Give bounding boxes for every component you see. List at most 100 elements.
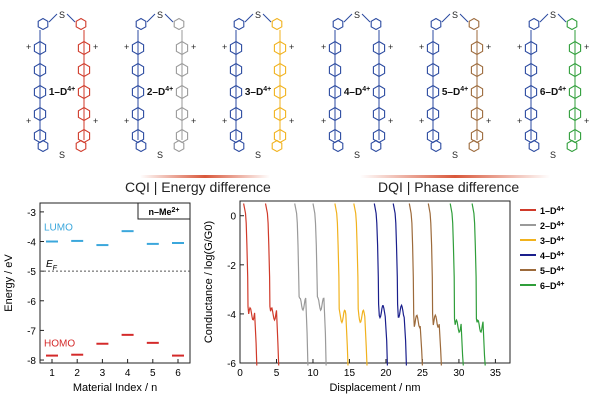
- phenyl-ring: [233, 17, 245, 31]
- sulfur-label: S: [157, 10, 163, 20]
- x-tick-label: 25: [417, 368, 429, 379]
- y-axis-label: Energy / eV: [3, 254, 15, 312]
- molecule-label: 5–D4+: [442, 86, 468, 98]
- phenyl-ring: [37, 139, 49, 153]
- phenyl-ring: [430, 17, 442, 31]
- x-tick-label: 0: [237, 368, 243, 379]
- plus-charge: +: [388, 42, 393, 52]
- phenyl-ring: [173, 17, 185, 31]
- x-tick-label: 6: [175, 368, 181, 379]
- y-tick-label: -8: [27, 356, 36, 367]
- conductance-trace: [312, 203, 327, 366]
- x-tick-label: 35: [490, 368, 502, 379]
- molecule-6: S S + + + +6–D4+: [517, 10, 589, 160]
- plus-charge: +: [419, 116, 424, 126]
- phenyl-ring: [233, 139, 245, 153]
- x-tick-label: 4: [125, 368, 131, 379]
- bridge-bond: [539, 13, 567, 23]
- molecule-label: 1–D4+: [49, 86, 75, 98]
- sulfur-label: S: [59, 10, 65, 20]
- plus-charge: +: [321, 116, 326, 126]
- molecule-3: S S + + + +3–D4+: [222, 10, 294, 160]
- molecule-label: 2–D4+: [147, 86, 173, 98]
- phenyl-ring: [566, 17, 578, 31]
- legend-label: 3–D4+: [540, 236, 565, 246]
- x-axis-label: Material Index / n: [73, 382, 157, 394]
- y-tick-label: -4: [27, 238, 36, 249]
- phenyl-ring: [173, 139, 185, 153]
- bridge-bond: [48, 13, 76, 23]
- sulfur-label: S: [354, 150, 360, 160]
- conductance-trace: [471, 203, 486, 366]
- plus-charge: +: [26, 116, 31, 126]
- sulfur-label: S: [59, 150, 65, 160]
- plus-charge: +: [321, 42, 326, 52]
- molecule-4: S S + + + +4–D4+: [321, 10, 393, 160]
- conductance-trace: [294, 203, 309, 366]
- lumo-label: LUMO: [44, 223, 73, 234]
- sulfur-label: S: [550, 10, 556, 20]
- legend-label: 4–D4+: [540, 251, 565, 261]
- y-tick-label: 0: [230, 212, 236, 223]
- plus-charge: +: [486, 116, 491, 126]
- phenyl-ring: [370, 139, 382, 153]
- y-tick-label: -6: [27, 297, 36, 308]
- x-tick-label: 2: [74, 368, 80, 379]
- conductance-trace: [408, 203, 423, 366]
- x-tick-label: 5: [150, 368, 156, 379]
- molecule-panel: S S + + + +1–D4+ S S + + + +2–D4+ S S + + + +3–D4+ S S + + + +4…: [26, 10, 589, 160]
- plus-charge: +: [222, 116, 227, 126]
- plus-charge: +: [517, 42, 522, 52]
- plus-charge: +: [289, 42, 294, 52]
- phenyl-ring: [566, 139, 578, 153]
- plus-charge: +: [289, 116, 294, 126]
- y-tick-label: -4: [227, 310, 236, 321]
- x-tick-label: 10: [307, 368, 319, 379]
- sulfur-label: S: [550, 150, 556, 160]
- conductance-trace: [449, 203, 464, 366]
- phenyl-ring: [332, 139, 344, 153]
- molecule-label: 3–D4+: [245, 86, 271, 98]
- plus-charge: +: [93, 116, 98, 126]
- plus-charge: +: [191, 116, 196, 126]
- conductance-chart: 0-2-4-60 5 10 15 20 25 30 351–D4+2–D4+3–D4+4–D4…: [203, 200, 565, 394]
- phenyl-ring: [271, 139, 283, 153]
- plus-charge: +: [517, 116, 522, 126]
- conductance-trace: [392, 203, 407, 366]
- plus-charge: +: [26, 42, 31, 52]
- y-tick-label: -2: [227, 261, 236, 272]
- plus-charge: +: [486, 42, 491, 52]
- x-tick-label: 15: [344, 368, 356, 379]
- conductance-trace: [373, 203, 388, 366]
- sulfur-label: S: [452, 150, 458, 160]
- bridge-bond: [146, 13, 174, 23]
- y-tick-label: -5: [27, 267, 36, 278]
- y-tick-label: -7: [27, 326, 36, 337]
- y-tick-label: -6: [227, 359, 236, 370]
- x-tick-label: 3: [100, 368, 106, 379]
- sulfur-label: S: [157, 150, 163, 160]
- sulfur-label: S: [452, 10, 458, 20]
- conductance-trace: [427, 203, 442, 366]
- phenyl-ring: [135, 139, 147, 153]
- cqi-banner-bar: [140, 175, 270, 178]
- x-tick-label: 1: [49, 368, 55, 379]
- conductance-trace: [353, 203, 368, 366]
- phenyl-ring: [135, 17, 147, 31]
- conductance-trace: [243, 203, 258, 366]
- plus-charge: +: [584, 116, 589, 126]
- plus-charge: +: [93, 42, 98, 52]
- plus-charge: +: [191, 42, 196, 52]
- phenyl-ring: [430, 139, 442, 153]
- energy-level-chart: -3 -4 -5 -6 -7 -8 1 2 3 4 5 6 EF LUMO HOMO n–Me2+ Energy…: [3, 202, 191, 394]
- molecule-2: S S + + + +2–D4+: [124, 10, 196, 160]
- plus-charge: +: [419, 42, 424, 52]
- sulfur-label: S: [354, 10, 360, 20]
- legend-box: [137, 202, 191, 220]
- bridge-bond: [244, 13, 272, 23]
- phenyl-ring: [370, 17, 382, 31]
- sulfur-label: S: [255, 10, 261, 20]
- molecule-label: 6–D4+: [540, 86, 566, 98]
- x-axis-label: Displacement / nm: [329, 382, 420, 394]
- plus-charge: +: [584, 42, 589, 52]
